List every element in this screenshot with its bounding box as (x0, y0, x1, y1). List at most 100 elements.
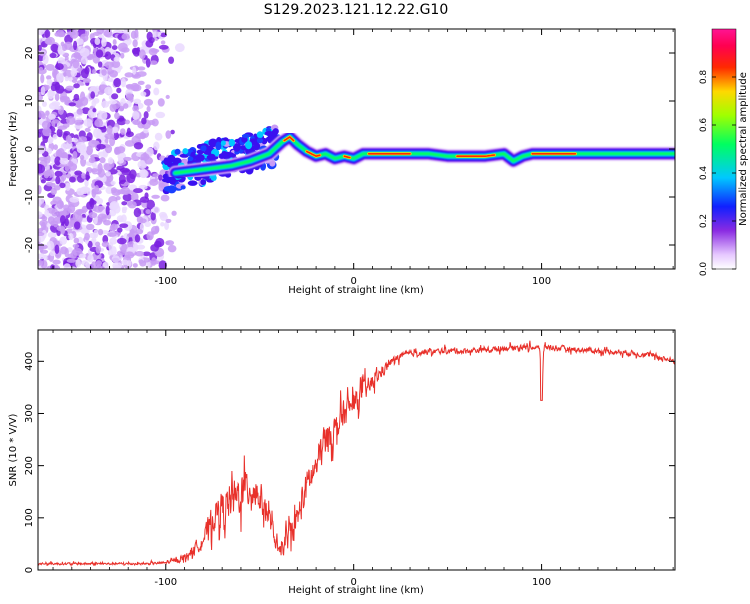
snr-line-layer (38, 340, 675, 568)
y-tick-label: 10 (24, 95, 35, 108)
noise-blob (151, 206, 161, 214)
y-tick-label: 400 (24, 352, 35, 371)
noise-blob (42, 101, 47, 107)
noise-blob (80, 56, 88, 65)
colorbar: 0.0 0.2 0.4 0.6 0.8 Normalized spectral ampl… (699, 28, 749, 276)
snr-x-axis-label: Height of straight line (km) (288, 585, 424, 596)
noise-blob (42, 127, 52, 137)
noise-blob (142, 251, 151, 257)
signal-blob (256, 131, 264, 139)
noise-blob (133, 188, 143, 194)
noise-blob (92, 69, 97, 74)
noise-blob (128, 94, 134, 104)
noise-blob (150, 48, 160, 53)
noise-blob (54, 105, 61, 110)
y-tick-label: -20 (24, 237, 35, 253)
signal-blob (228, 138, 236, 147)
noise-blob (90, 91, 96, 99)
signal-blob (268, 135, 274, 141)
noise-blob (109, 202, 119, 211)
noise-blob (117, 156, 125, 164)
noise-blob (65, 182, 71, 191)
noise-blob (111, 93, 119, 100)
noise-blob (48, 113, 56, 120)
x-tick-label: -100 (154, 276, 177, 287)
noise-blob (52, 259, 61, 265)
noise-blob (54, 244, 60, 255)
noise-blob (54, 32, 61, 37)
noise-blob (145, 84, 152, 90)
noise-blob (171, 210, 177, 216)
noise-blob (62, 71, 67, 77)
noise-blob (84, 232, 90, 241)
noise-blob (92, 108, 97, 113)
noise-blob (154, 225, 160, 234)
noise-blob (44, 38, 53, 45)
noise-blob (140, 91, 147, 97)
noise-blob (85, 262, 90, 269)
noise-blob (74, 170, 83, 176)
colorbar-tick-label: 0.4 (699, 166, 709, 181)
noise-blob (123, 156, 132, 162)
noise-blob (69, 266, 77, 269)
x-tick-label: 100 (532, 577, 551, 588)
snr-axes: -100 0 100 0 100 200 300 400 (24, 330, 675, 588)
noise-blob (150, 211, 156, 221)
spectrogram-x-axis-label: Height of straight line (km) (288, 285, 424, 296)
noise-blob (73, 119, 84, 126)
noise-blob (69, 196, 80, 203)
colorbar-label: Normalized spectral amplitude (738, 72, 749, 226)
noise-blob (127, 200, 137, 209)
noise-blob (143, 128, 149, 134)
noise-blob (77, 45, 86, 54)
noise-blob (48, 90, 56, 97)
signal-blob (220, 140, 226, 146)
signal-blob (174, 148, 181, 155)
signal-blob (227, 152, 234, 158)
noise-blob (110, 187, 117, 194)
noise-blob (64, 75, 69, 82)
noise-blob (38, 145, 46, 155)
spectrogram-heatmap (38, 29, 675, 269)
ridge-hot-core (283, 135, 295, 142)
noise-blob (116, 189, 127, 195)
noise-blob (76, 38, 84, 46)
y-tick-label: 200 (24, 456, 35, 475)
noise-blob (106, 125, 113, 135)
noise-blob (83, 118, 93, 127)
noise-blob (38, 185, 42, 195)
noise-blob (54, 63, 64, 71)
signal-blob (165, 160, 172, 166)
noise-blob (41, 120, 51, 129)
noise-blob (62, 123, 70, 128)
noise-blob (66, 141, 73, 150)
signal-blob (208, 138, 218, 148)
noise-blob (167, 244, 177, 253)
noise-blob (42, 54, 49, 65)
noise-blob (57, 44, 63, 55)
noise-blob (66, 258, 77, 263)
noise-blob (70, 250, 77, 259)
signal-blob (194, 153, 205, 162)
noise-blob (45, 64, 55, 71)
noise-blob (120, 214, 127, 223)
spectrogram-y-axis-label: Frequency (Hz) (8, 111, 19, 187)
noise-blob (63, 204, 70, 211)
noise-blob (155, 111, 166, 119)
signal-blob (215, 141, 222, 151)
noise-blob (53, 144, 58, 150)
noise-blob (160, 222, 165, 227)
noise-blob (158, 44, 169, 50)
noise-blob (43, 254, 48, 262)
noise-blob (107, 100, 118, 105)
noise-blob (49, 250, 56, 257)
noise-blob (38, 232, 45, 237)
noise-blob (45, 110, 50, 117)
noise-blob (149, 60, 158, 66)
noise-blob (132, 66, 137, 75)
noise-blob (122, 193, 133, 202)
noise-blob (38, 44, 42, 51)
colorbar-tick-label: 0.8 (699, 70, 709, 85)
signal-blob (265, 127, 272, 133)
noise-blob (112, 39, 117, 46)
